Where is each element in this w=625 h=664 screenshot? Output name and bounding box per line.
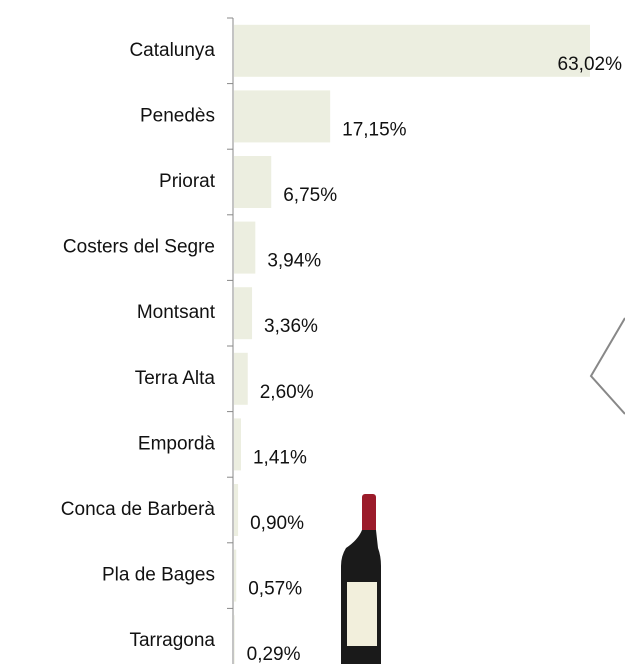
bar [234, 24, 590, 77]
bar [234, 221, 256, 274]
bar [234, 484, 239, 536]
wine-bottle [341, 494, 381, 664]
bar [234, 352, 248, 405]
y-tick-label: Montsant [137, 302, 216, 323]
value-label: 0,90% [250, 513, 304, 534]
y-tick-label: Costers del Segre [63, 237, 215, 258]
y-tick-label: Tarragona [129, 630, 215, 651]
y-tick-label: Pla de Bages [102, 565, 215, 586]
bar [234, 90, 331, 143]
bar [234, 156, 272, 208]
value-label: 2,60% [260, 382, 314, 403]
value-label: 17,15% [342, 119, 407, 140]
value-label: 0,29% [247, 644, 301, 664]
value-label: 3,94% [267, 251, 321, 272]
y-tick-label: Empordà [138, 433, 216, 454]
y-tick-label: Conca de Barberà [61, 499, 216, 520]
y-tick-label: Penedès [140, 105, 215, 126]
bar [234, 287, 253, 340]
value-label: 6,75% [283, 185, 337, 206]
y-tick-label: Catalunya [129, 40, 215, 61]
value-label: 0,57% [248, 579, 302, 600]
value-label: 3,36% [264, 316, 318, 337]
y-tick-label: Terra Alta [135, 368, 216, 389]
y-tick-label: Priorat [159, 171, 216, 192]
chevron [589, 317, 625, 415]
bar [234, 549, 237, 602]
value-label: 63,02% [558, 54, 623, 75]
value-label: 1,41% [253, 447, 307, 468]
bar [234, 418, 241, 471]
bar [234, 615, 235, 664]
